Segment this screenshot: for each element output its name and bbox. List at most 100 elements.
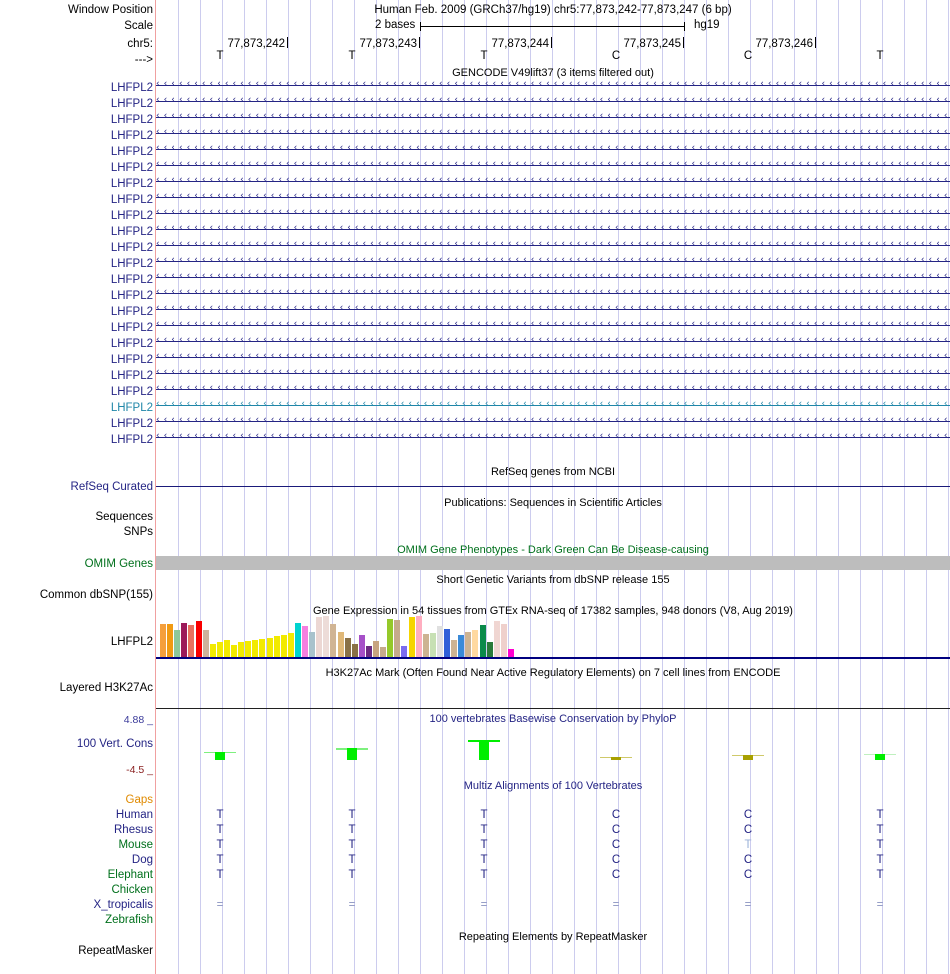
species-label[interactable]: Rhesus bbox=[114, 824, 153, 836]
gtex-tissue-bar[interactable] bbox=[422, 634, 429, 657]
gencode-gene-label[interactable]: LHFPL2 bbox=[110, 402, 153, 414]
gencode-gene-label[interactable]: LHFPL2 bbox=[110, 162, 153, 174]
omim-genes-bar[interactable] bbox=[156, 556, 950, 570]
gtex-tissue-bar[interactable] bbox=[238, 642, 245, 657]
gtex-expression-barchart[interactable] bbox=[156, 615, 950, 657]
gencode-transcript-row[interactable]: ‹‹‹‹‹‹‹‹‹‹‹‹‹‹‹‹‹‹‹‹‹‹‹‹‹‹‹‹‹‹‹‹‹‹‹‹‹‹‹‹… bbox=[156, 433, 950, 442]
species-label[interactable]: Zebrafish bbox=[105, 914, 153, 926]
gtex-tissue-bar[interactable] bbox=[223, 640, 230, 657]
gencode-transcript-row[interactable]: ‹‹‹‹‹‹‹‹‹‹‹‹‹‹‹‹‹‹‹‹‹‹‹‹‹‹‹‹‹‹‹‹‹‹‹‹‹‹‹‹… bbox=[156, 161, 950, 170]
gencode-transcript-row[interactable]: ‹‹‹‹‹‹‹‹‹‹‹‹‹‹‹‹‹‹‹‹‹‹‹‹‹‹‹‹‹‹‹‹‹‹‹‹‹‹‹‹… bbox=[156, 113, 950, 122]
gencode-gene-label[interactable]: LHFPL2 bbox=[110, 146, 153, 158]
gencode-transcript-row[interactable]: ‹‹‹‹‹‹‹‹‹‹‹‹‹‹‹‹‹‹‹‹‹‹‹‹‹‹‹‹‹‹‹‹‹‹‹‹‹‹‹‹… bbox=[156, 289, 950, 298]
gtex-tissue-bar[interactable] bbox=[245, 641, 252, 657]
gtex-tissue-bar[interactable] bbox=[351, 644, 358, 657]
gencode-gene-label[interactable]: LHFPL2 bbox=[110, 370, 153, 382]
gtex-tissue-bar[interactable] bbox=[429, 633, 436, 657]
gtex-tissue-bar[interactable] bbox=[309, 632, 316, 657]
species-label[interactable]: Human bbox=[115, 809, 153, 821]
gtex-tissue-bar[interactable] bbox=[394, 620, 401, 657]
gencode-transcript-row[interactable]: ‹‹‹‹‹‹‹‹‹‹‹‹‹‹‹‹‹‹‹‹‹‹‹‹‹‹‹‹‹‹‹‹‹‹‹‹‹‹‹‹… bbox=[156, 305, 950, 314]
gtex-tissue-bar[interactable] bbox=[160, 624, 166, 657]
gencode-transcript-row[interactable]: ‹‹‹‹‹‹‹‹‹‹‹‹‹‹‹‹‹‹‹‹‹‹‹‹‹‹‹‹‹‹‹‹‹‹‹‹‹‹‹‹… bbox=[156, 145, 950, 154]
omim-genes-label[interactable]: OMIM Genes bbox=[84, 558, 153, 570]
gencode-gene-label[interactable]: LHFPL2 bbox=[110, 210, 153, 222]
phylop-score-bar[interactable] bbox=[215, 752, 225, 760]
species-label[interactable]: Chicken bbox=[111, 884, 153, 896]
gtex-tissue-bar[interactable] bbox=[273, 636, 280, 657]
gtex-tissue-bar[interactable] bbox=[373, 641, 379, 657]
gencode-gene-label[interactable]: LHFPL2 bbox=[110, 386, 153, 398]
gaps-label[interactable]: Gaps bbox=[125, 794, 154, 806]
gencode-gene-label[interactable]: LHFPL2 bbox=[110, 306, 153, 318]
gencode-gene-label[interactable]: LHFPL2 bbox=[110, 434, 153, 446]
gencode-transcript-row[interactable]: ‹‹‹‹‹‹‹‹‹‹‹‹‹‹‹‹‹‹‹‹‹‹‹‹‹‹‹‹‹‹‹‹‹‹‹‹‹‹‹‹… bbox=[156, 385, 950, 394]
species-label[interactable]: Mouse bbox=[118, 839, 153, 851]
gtex-tissue-bar[interactable] bbox=[216, 642, 223, 657]
gencode-gene-label[interactable]: LHFPL2 bbox=[110, 322, 153, 334]
gtex-tissue-bar[interactable] bbox=[493, 621, 500, 657]
gtex-tissue-bar[interactable] bbox=[266, 638, 273, 657]
gencode-transcript-row[interactable]: ‹‹‹‹‹‹‹‹‹‹‹‹‹‹‹‹‹‹‹‹‹‹‹‹‹‹‹‹‹‹‹‹‹‹‹‹‹‹‹‹… bbox=[156, 225, 950, 234]
gtex-tissue-bar[interactable] bbox=[188, 625, 195, 657]
gtex-tissue-bar[interactable] bbox=[280, 635, 287, 657]
gencode-gene-label[interactable]: LHFPL2 bbox=[110, 226, 153, 238]
common-dbsnp-label[interactable]: Common dbSNP(155) bbox=[39, 589, 153, 601]
phylop-score-bar[interactable] bbox=[347, 748, 357, 760]
gencode-transcript-row[interactable]: ‹‹‹‹‹‹‹‹‹‹‹‹‹‹‹‹‹‹‹‹‹‹‹‹‹‹‹‹‹‹‹‹‹‹‹‹‹‹‹‹… bbox=[156, 369, 950, 378]
gencode-transcript-row[interactable]: ‹‹‹‹‹‹‹‹‹‹‹‹‹‹‹‹‹‹‹‹‹‹‹‹‹‹‹‹‹‹‹‹‹‹‹‹‹‹‹‹… bbox=[156, 401, 950, 410]
gencode-gene-label[interactable]: LHFPL2 bbox=[110, 354, 153, 366]
gtex-tissue-bar[interactable] bbox=[231, 645, 237, 657]
phylop-score-bar[interactable] bbox=[479, 740, 489, 760]
gencode-gene-label[interactable]: LHFPL2 bbox=[110, 82, 153, 94]
gencode-transcript-row[interactable]: ‹‹‹‹‹‹‹‹‹‹‹‹‹‹‹‹‹‹‹‹‹‹‹‹‹‹‹‹‹‹‹‹‹‹‹‹‹‹‹‹… bbox=[156, 353, 950, 362]
gtex-tissue-bar[interactable] bbox=[174, 630, 181, 657]
gtex-gene-label[interactable]: LHFPL2 bbox=[110, 636, 153, 648]
gtex-tissue-bar[interactable] bbox=[507, 649, 514, 657]
cons-100vert-label[interactable]: 100 Vert. Cons bbox=[76, 738, 153, 750]
gtex-tissue-bar[interactable] bbox=[365, 646, 372, 657]
refseq-curated-label[interactable]: RefSeq Curated bbox=[70, 481, 153, 493]
gencode-gene-label[interactable]: LHFPL2 bbox=[110, 242, 153, 254]
gencode-transcript-row[interactable]: ‹‹‹‹‹‹‹‹‹‹‹‹‹‹‹‹‹‹‹‹‹‹‹‹‹‹‹‹‹‹‹‹‹‹‹‹‹‹‹‹… bbox=[156, 241, 950, 250]
gtex-tissue-bar[interactable] bbox=[479, 625, 486, 657]
repeatmasker-label[interactable]: RepeatMasker bbox=[78, 945, 153, 957]
phylop-score-bar[interactable] bbox=[743, 755, 753, 760]
gtex-tissue-bar[interactable] bbox=[252, 640, 259, 657]
gencode-transcript-row[interactable]: ‹‹‹‹‹‹‹‹‹‹‹‹‹‹‹‹‹‹‹‹‹‹‹‹‹‹‹‹‹‹‹‹‹‹‹‹‹‹‹‹… bbox=[156, 177, 950, 186]
snps-label[interactable]: SNPs bbox=[123, 526, 153, 538]
gtex-tissue-bar[interactable] bbox=[202, 630, 209, 657]
gtex-tissue-bar[interactable] bbox=[444, 629, 450, 657]
gencode-transcript-row[interactable]: ‹‹‹‹‹‹‹‹‹‹‹‹‹‹‹‹‹‹‹‹‹‹‹‹‹‹‹‹‹‹‹‹‹‹‹‹‹‹‹‹… bbox=[156, 257, 950, 266]
gtex-tissue-bar[interactable] bbox=[472, 630, 479, 657]
gtex-tissue-bar[interactable] bbox=[316, 617, 323, 657]
phylop-score-bar[interactable] bbox=[875, 754, 885, 760]
species-label[interactable]: Dog bbox=[131, 854, 153, 866]
gtex-tissue-bar[interactable] bbox=[167, 624, 174, 657]
gencode-gene-label[interactable]: LHFPL2 bbox=[110, 274, 153, 286]
gtex-tissue-bar[interactable] bbox=[358, 635, 365, 657]
gtex-tissue-bar[interactable] bbox=[380, 647, 387, 657]
gtex-tissue-bar[interactable] bbox=[415, 616, 422, 657]
gencode-gene-label[interactable]: LHFPL2 bbox=[110, 98, 153, 110]
gencode-transcript-row[interactable]: ‹‹‹‹‹‹‹‹‹‹‹‹‹‹‹‹‹‹‹‹‹‹‹‹‹‹‹‹‹‹‹‹‹‹‹‹‹‹‹‹… bbox=[156, 81, 950, 90]
gencode-transcript-row[interactable]: ‹‹‹‹‹‹‹‹‹‹‹‹‹‹‹‹‹‹‹‹‹‹‹‹‹‹‹‹‹‹‹‹‹‹‹‹‹‹‹‹… bbox=[156, 337, 950, 346]
gtex-tissue-bar[interactable] bbox=[387, 619, 394, 657]
gencode-transcript-row[interactable]: ‹‹‹‹‹‹‹‹‹‹‹‹‹‹‹‹‹‹‹‹‹‹‹‹‹‹‹‹‹‹‹‹‹‹‹‹‹‹‹‹… bbox=[156, 209, 950, 218]
gencode-transcript-row[interactable]: ‹‹‹‹‹‹‹‹‹‹‹‹‹‹‹‹‹‹‹‹‹‹‹‹‹‹‹‹‹‹‹‹‹‹‹‹‹‹‹‹… bbox=[156, 417, 950, 426]
gtex-tissue-bar[interactable] bbox=[401, 646, 408, 657]
gencode-transcript-row[interactable]: ‹‹‹‹‹‹‹‹‹‹‹‹‹‹‹‹‹‹‹‹‹‹‹‹‹‹‹‹‹‹‹‹‹‹‹‹‹‹‹‹… bbox=[156, 193, 950, 202]
gtex-tissue-bar[interactable] bbox=[287, 633, 294, 657]
sequences-label[interactable]: Sequences bbox=[95, 511, 153, 523]
gencode-gene-label[interactable]: LHFPL2 bbox=[110, 258, 153, 270]
gtex-tissue-bar[interactable] bbox=[259, 639, 266, 657]
species-label[interactable]: Elephant bbox=[107, 869, 153, 881]
gencode-gene-label[interactable]: LHFPL2 bbox=[110, 290, 153, 302]
gtex-tissue-bar[interactable] bbox=[408, 617, 415, 657]
layered-h3k27ac-label[interactable]: Layered H3K27Ac bbox=[59, 682, 153, 694]
gtex-tissue-bar[interactable] bbox=[486, 642, 493, 657]
gencode-gene-label[interactable]: LHFPL2 bbox=[110, 114, 153, 126]
gtex-tissue-bar[interactable] bbox=[344, 638, 351, 657]
gtex-tissue-bar[interactable] bbox=[302, 626, 308, 657]
gencode-gene-label[interactable]: LHFPL2 bbox=[110, 338, 153, 350]
